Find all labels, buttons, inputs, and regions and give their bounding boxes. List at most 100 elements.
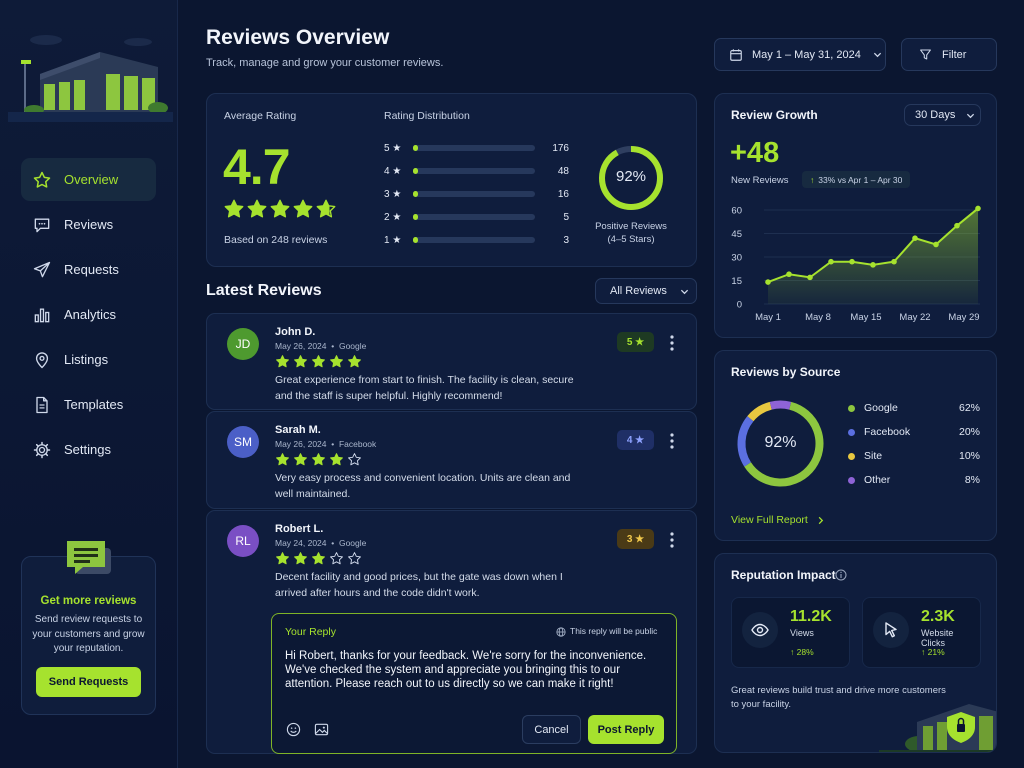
star-icon: [276, 355, 289, 368]
growth-point: [891, 258, 897, 265]
sidebar-item-analytics[interactable]: Analytics: [21, 293, 156, 336]
star-icon: [312, 355, 325, 368]
source-center-value: 92%: [764, 434, 797, 451]
more-options-icon[interactable]: [667, 531, 677, 549]
sidebar-item-settings[interactable]: Settings: [21, 428, 156, 471]
distribution-bar: [413, 168, 535, 174]
review-meta: May 26, 2024 • Google: [275, 341, 367, 351]
reply-textarea[interactable]: Hi Robert, thanks for your feedback. We'…: [285, 649, 665, 711]
growth-point: [912, 235, 918, 241]
distribution-star-label: 2 ★: [384, 211, 402, 223]
distribution-bar: [413, 214, 535, 220]
positive-sublabel: (4–5 Stars): [607, 234, 655, 245]
view-full-report-label: View Full Report: [731, 514, 808, 526]
sidebar-item-overview[interactable]: Overview: [21, 158, 156, 201]
send-icon: [33, 261, 51, 277]
sidebar-item-listings[interactable]: Listings: [21, 338, 156, 381]
promo-title: Get more reviews: [40, 595, 137, 607]
document-icon: [36, 396, 48, 413]
source-percent: 8%: [964, 474, 980, 486]
rating-distribution-label: Rating Distribution: [384, 110, 470, 122]
source-row: Google 62%: [848, 402, 980, 414]
clicks-label: Website Clicks: [921, 628, 954, 648]
review-date: May 24, 2024: [275, 538, 327, 548]
growth-range-label: 30 Days: [915, 109, 956, 121]
post-reply-button[interactable]: Post Reply: [588, 715, 664, 744]
star-icon: [276, 453, 289, 466]
growth-point: [933, 241, 939, 248]
distribution-row: 2 ★ 5: [384, 210, 569, 224]
chat-bubble-icon: [34, 218, 50, 232]
distribution-row: 3 ★ 16: [384, 187, 569, 201]
storage-facility-logo: [8, 35, 173, 122]
star-icon: [348, 453, 361, 466]
views-icon-wrap: [742, 612, 778, 648]
info-icon[interactable]: [835, 569, 847, 581]
growth-area: [768, 208, 978, 304]
distribution-count: 176: [552, 142, 569, 154]
source-row: Site 10%: [848, 450, 980, 462]
more-options-icon[interactable]: [667, 432, 677, 450]
date-range-picker[interactable]: May 1 – May 31, 2024: [714, 38, 886, 71]
sidebar-item-label: Overview: [64, 172, 119, 187]
star-icon: [276, 552, 289, 565]
review-growth-title: Review Growth: [731, 108, 818, 122]
distribution-star-label: 5 ★: [384, 142, 402, 154]
sidebar-item-requests[interactable]: Requests: [21, 248, 156, 291]
positive-label: Positive Reviews: [595, 221, 667, 232]
source-percent: 20%: [958, 426, 980, 438]
secured-building-illustration: [879, 704, 996, 752]
review-filter-dropdown[interactable]: All Reviews: [595, 278, 697, 304]
date-range-label: May 1 – May 31, 2024: [752, 48, 861, 61]
growth-point: [786, 271, 792, 278]
latest-reviews-title: Latest Reviews: [206, 282, 322, 299]
sidebar-item-label: Reviews: [64, 217, 114, 232]
sidebar-item-reviews[interactable]: Reviews: [21, 203, 156, 246]
source-percent: 10%: [958, 450, 980, 462]
growth-point: [828, 258, 834, 265]
x-tick-label: May 1: [755, 312, 781, 323]
source-donut-chart: [737, 400, 824, 487]
clicks-change-value: 21%: [927, 647, 945, 657]
filter-button[interactable]: Filter: [901, 38, 997, 71]
review-stars: [275, 551, 365, 566]
donut-slice: [769, 400, 792, 410]
star-icon: [330, 453, 343, 466]
views-value: 11.2K: [790, 608, 832, 625]
distribution-count: 5: [563, 211, 569, 223]
star-icon: [247, 199, 267, 218]
emoji-icon[interactable]: [286, 722, 301, 737]
distribution-star-label: 3 ★: [384, 188, 402, 200]
image-icon[interactable]: [314, 722, 329, 737]
page-title: Reviews Overview: [206, 26, 390, 49]
x-tick-label: May 22: [899, 312, 930, 323]
star-icon: [294, 453, 307, 466]
sidebar: Overview Reviews Requests Analytics List…: [0, 0, 178, 768]
globe-icon: [556, 627, 566, 637]
chevron-down-icon: [873, 52, 881, 58]
source-color-dot: [848, 404, 855, 412]
donut-slice: [747, 401, 772, 422]
more-options-icon[interactable]: [667, 334, 677, 352]
send-requests-button[interactable]: Send Requests: [36, 666, 141, 697]
positive-reviews-ring: [599, 146, 663, 210]
growth-range-dropdown[interactable]: 30 Days: [904, 104, 981, 126]
view-full-report-link[interactable]: View Full Report: [731, 514, 825, 526]
distribution-bar-fill: [413, 214, 418, 220]
x-tick-label: May 29: [948, 312, 979, 323]
eye-icon: [751, 623, 769, 637]
chevron-down-icon: [680, 289, 688, 294]
views-change: ↑ 28%: [790, 647, 814, 657]
growth-point: [807, 274, 813, 281]
sidebar-item-templates[interactable]: Templates: [21, 383, 156, 426]
promo-card: Get more reviews Send review requests to…: [21, 541, 156, 715]
distribution-count: 48: [557, 165, 569, 177]
message-icon: [67, 541, 111, 574]
source-color-dot: [848, 452, 855, 460]
reply-box: Your Reply This reply will be public Hi …: [271, 613, 677, 754]
distribution-row: 4 ★ 48: [384, 164, 569, 178]
cancel-reply-button[interactable]: Cancel: [522, 715, 581, 744]
review-text: Great experience from start to finish. T…: [275, 374, 574, 402]
average-rating-value: 4.7: [223, 139, 291, 195]
review-stars: [275, 354, 365, 369]
